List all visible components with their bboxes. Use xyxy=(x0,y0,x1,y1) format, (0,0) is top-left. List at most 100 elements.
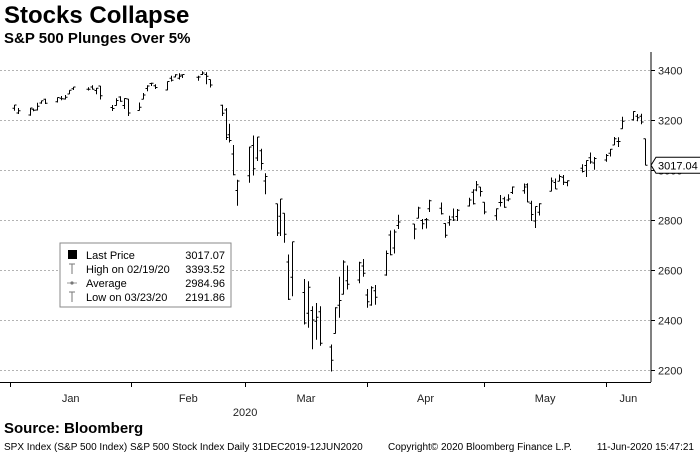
ohlc-bar xyxy=(478,186,483,197)
ohlc-bar xyxy=(455,209,460,221)
x-tick-label: Jun xyxy=(620,393,638,405)
x-tick-label: Mar xyxy=(296,393,315,405)
ohlc-bar xyxy=(235,179,240,206)
ohlc-bar xyxy=(169,75,174,82)
y-tick-label: 2200 xyxy=(658,366,682,378)
last-price-label: 3017.04 xyxy=(658,160,698,172)
ohlc-bar xyxy=(388,230,393,256)
ohlc-bar xyxy=(474,181,479,192)
ohlc-bar xyxy=(612,137,617,146)
ohlc-bar xyxy=(482,201,487,215)
ohlc-bar xyxy=(149,82,154,86)
ohlc-bar xyxy=(420,219,425,230)
legend-label: High on 02/19/20 xyxy=(86,264,170,276)
ohlc-bar xyxy=(616,137,621,147)
ohlc-bar xyxy=(263,173,268,195)
legend-value: 2984.96 xyxy=(185,278,225,290)
ohlc-bar xyxy=(424,218,429,229)
ohlc-bar xyxy=(522,183,527,194)
ohlc-bar xyxy=(94,87,99,95)
ohlc-bar xyxy=(337,276,342,318)
legend-entry: High on 02/19/20 3393.52 xyxy=(69,263,225,276)
ohlc-bar xyxy=(467,197,472,207)
ohlc-bar xyxy=(145,85,150,92)
source-label: Source: Bloomberg xyxy=(4,420,144,437)
ohlc-bar xyxy=(286,254,291,300)
ohlc-bar xyxy=(502,196,507,208)
ohlc-bar xyxy=(608,148,613,157)
x-tick-label: Apr xyxy=(417,393,434,405)
legend-marker-dot xyxy=(70,281,74,285)
ohlc-bar xyxy=(227,123,232,143)
ohlc-bar xyxy=(259,148,264,170)
ohlc-bar xyxy=(67,89,72,95)
chart-title: Stocks Collapse xyxy=(4,2,190,29)
ohlc-bar xyxy=(631,111,636,121)
ohlc-bar xyxy=(318,306,323,346)
ohlc-bar xyxy=(588,152,593,164)
ohlc-bar xyxy=(153,84,158,89)
y-tick-label: 3200 xyxy=(658,116,682,128)
ohlc-bar xyxy=(447,215,452,226)
legend-entry: Last Price 3017.07 xyxy=(68,250,225,262)
ohlc-bar xyxy=(59,96,64,101)
legend-entry: Average 2984.96 xyxy=(67,278,225,290)
y-tick-label: 3400 xyxy=(658,66,682,78)
legend-label: Average xyxy=(86,278,127,290)
ohlc-bar xyxy=(220,104,225,116)
last-price-marker: 3017.04 xyxy=(650,156,700,174)
ohlc-bar xyxy=(471,189,476,205)
x-axis: Jan Feb Mar Apr May Jun 2020 xyxy=(10,382,638,419)
chart-area: 2200240026002800300032003400 JanFebMarAp… xyxy=(0,52,700,419)
legend: Last Price 3017.07 High on 02/19/20 3393.52… xyxy=(59,242,232,308)
footer-bar: SPX Index (S&P 500 Index) S&P 500 Stock … xyxy=(0,440,700,455)
ohlc-bar xyxy=(537,203,542,216)
ohlc-bar xyxy=(384,250,389,276)
ohlc-bar xyxy=(16,108,21,114)
legend-label: Last Price xyxy=(86,250,135,262)
gridlines xyxy=(0,70,651,371)
ohlc-bar xyxy=(86,87,91,91)
footer-copyright: Copyright© 2020 Bloomberg Finance L.P. xyxy=(388,442,572,453)
footer-series-info: SPX Index (S&P 500 Index) S&P 500 Stock … xyxy=(4,442,363,453)
ohlc-bar xyxy=(114,98,119,106)
ohlc-bar xyxy=(12,104,17,111)
ohlc-bar xyxy=(255,136,260,161)
ohlc-bar xyxy=(365,289,370,308)
ohlc-bar xyxy=(533,206,538,228)
ohlc-bar xyxy=(39,100,44,104)
ohlc-bar xyxy=(98,85,103,100)
ohlc-bar xyxy=(506,194,511,202)
ohlc-bar xyxy=(341,260,346,295)
ohlc-bar xyxy=(580,164,585,173)
x-tick-label: Jan xyxy=(62,393,80,405)
ohlc-bar xyxy=(635,114,640,122)
ohlc-bar xyxy=(282,212,287,243)
ohlc-bar xyxy=(55,97,60,103)
ohlc-bar xyxy=(357,261,362,284)
y-tick-label: 2600 xyxy=(658,266,682,278)
ohlc-bar xyxy=(416,206,421,219)
ohlc-bar xyxy=(310,306,315,350)
y-tick-label: 2800 xyxy=(658,216,682,228)
ohlc-bar xyxy=(498,195,503,207)
ohlc-bar xyxy=(549,177,554,192)
ohlc-bar xyxy=(90,85,95,90)
ohlc-bar xyxy=(529,200,534,221)
x-year-label: 2020 xyxy=(233,407,257,419)
ohlc-bar xyxy=(604,154,609,162)
legend-marker-square xyxy=(68,250,77,259)
ohlc-bar xyxy=(639,113,644,125)
ohlc-bar xyxy=(177,73,182,80)
ohlc-bar xyxy=(302,279,307,325)
ohlc-bar xyxy=(31,108,36,112)
ohlc-bar xyxy=(204,72,209,85)
ohlc-bar xyxy=(35,102,40,111)
ohlc-bar xyxy=(557,174,562,182)
ohlc-bar xyxy=(173,74,178,78)
ohlc-bars xyxy=(12,71,648,372)
ohlc-bar xyxy=(251,135,256,176)
legend-value: 3393.52 xyxy=(185,264,225,276)
ohlc-bar xyxy=(643,138,648,166)
footer-timestamp: 11-Jun-2020 15:47:21 xyxy=(596,442,694,453)
